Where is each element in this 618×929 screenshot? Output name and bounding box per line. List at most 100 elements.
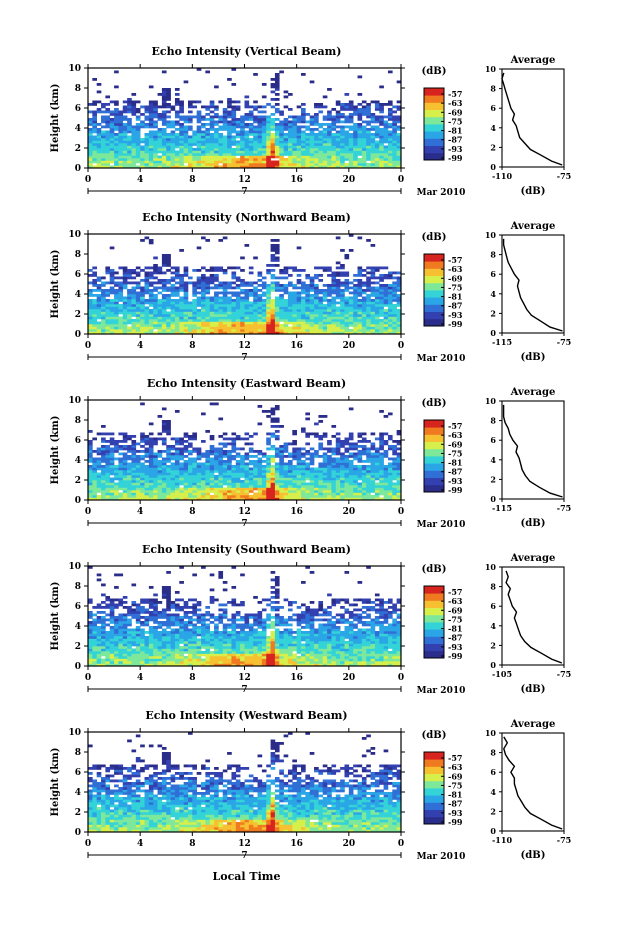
heatmap-cell — [309, 475, 315, 478]
heatmap-cell — [279, 457, 284, 461]
heatmap-cell — [283, 143, 289, 146]
heatmap-cell — [183, 271, 189, 275]
heatmap-cell — [161, 329, 167, 332]
heatmap-cell — [157, 316, 163, 320]
heatmap-cell — [127, 294, 132, 297]
heatmap-cell — [374, 470, 380, 473]
heatmap-cell — [348, 324, 354, 327]
heatmap-cell — [335, 492, 341, 496]
heatmap-cell — [235, 462, 241, 466]
heatmap-cell — [301, 115, 306, 119]
heatmap-cell — [231, 123, 237, 126]
heatmap-cell — [392, 158, 397, 161]
heatmap-cell — [205, 460, 211, 463]
heatmap-cell — [331, 128, 337, 131]
heatmap-cell — [118, 135, 124, 139]
heatmap-cell — [153, 485, 158, 488]
heatmap-cell — [187, 125, 193, 129]
heatmap-cell — [274, 289, 280, 292]
heatmap-cell — [170, 153, 176, 156]
heatmap-cell — [296, 450, 302, 453]
heatmap-cell — [118, 475, 124, 478]
heatmap-cell — [253, 319, 258, 322]
heatmap-cell — [296, 296, 302, 300]
heatmap-cell — [166, 105, 171, 109]
heatmap-cell — [179, 274, 184, 277]
heatmap-cell — [322, 455, 328, 458]
heatmap-cell — [122, 153, 128, 156]
heatmap-cell — [114, 495, 119, 498]
heatmap-cell — [383, 480, 389, 483]
heatmap-cell — [301, 480, 306, 483]
heatmap-cell — [140, 301, 145, 305]
heatmap-cell — [244, 138, 250, 141]
heatmap-cell — [361, 316, 367, 320]
heatmap-cell — [222, 118, 228, 121]
heatmap-cell — [283, 495, 289, 498]
heatmap-cell — [114, 470, 119, 473]
heatmap-cell — [105, 450, 111, 453]
heatmap-cell — [135, 130, 141, 134]
heatmap-cell — [314, 467, 319, 471]
heatmap-cell — [187, 145, 193, 149]
heatmap-cell — [357, 485, 363, 488]
heatmap-cell — [331, 475, 337, 478]
heatmap-cell — [135, 143, 141, 146]
heatmap-cell — [292, 163, 297, 166]
heatmap-cell — [140, 437, 145, 441]
heatmap-cell — [374, 455, 380, 458]
heatmap-cell — [161, 425, 167, 428]
heatmap-cell — [314, 289, 319, 292]
heatmap-cell — [301, 321, 306, 325]
heatmap-cell — [396, 148, 402, 151]
heatmap-cell — [105, 329, 111, 332]
y-tick-label: 6 — [75, 270, 81, 280]
heatmap-cell — [174, 133, 180, 136]
heatmap-cell — [105, 301, 111, 305]
heatmap-cell — [357, 291, 363, 295]
heatmap-cell — [144, 480, 150, 483]
heatmap-cell — [218, 100, 224, 104]
heatmap-cell — [309, 321, 315, 325]
heatmap-cell — [357, 482, 363, 486]
heatmap-cell — [331, 155, 337, 159]
heatmap-cell — [344, 138, 350, 141]
heatmap-cell — [105, 457, 111, 461]
heatmap-cell — [214, 467, 219, 471]
heatmap-cell — [379, 291, 384, 295]
heatmap-cell — [366, 331, 371, 335]
heatmap-cell — [266, 296, 271, 300]
heatmap-cell — [192, 314, 197, 317]
heatmap-cell — [370, 482, 376, 486]
heatmap-cell — [270, 105, 276, 109]
heatmap-cell — [122, 460, 128, 463]
heatmap-cell — [227, 475, 232, 478]
heatmap-cell — [344, 480, 350, 483]
heatmap-cell — [348, 314, 354, 317]
heatmap-cell — [235, 123, 241, 126]
heatmap-cell — [227, 266, 232, 270]
heatmap-cell — [274, 165, 280, 169]
heatmap-cell — [261, 281, 267, 285]
heatmap-cell — [114, 326, 119, 330]
heatmap-cell — [140, 145, 145, 149]
heatmap-cell — [301, 135, 306, 139]
heatmap-cell — [153, 158, 158, 161]
heatmap-cell — [183, 462, 189, 466]
heatmap-cell — [205, 281, 211, 285]
heatmap-cell — [131, 130, 137, 134]
heatmap-cell — [370, 138, 376, 141]
heatmap-cell — [196, 447, 202, 451]
heatmap-cell — [257, 115, 263, 119]
heatmap-cell — [174, 442, 180, 446]
heatmap-cell — [335, 160, 341, 164]
heatmap-cell — [266, 299, 271, 302]
heatmap-cell — [244, 123, 250, 126]
heatmap-cell — [287, 93, 293, 96]
heatmap-cell — [305, 120, 311, 124]
heatmap-cell — [196, 482, 202, 486]
heatmap-cell — [314, 480, 319, 483]
heatmap-cell — [396, 304, 402, 307]
heatmap-cell — [374, 140, 380, 144]
heatmap-cell — [340, 470, 345, 473]
